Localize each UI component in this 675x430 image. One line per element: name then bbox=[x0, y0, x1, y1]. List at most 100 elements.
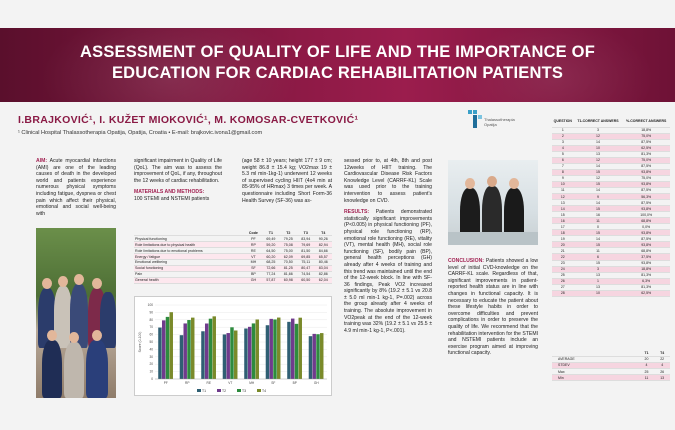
x-tick-label: GH bbox=[314, 381, 319, 385]
bar bbox=[287, 321, 291, 379]
table-cell: 87,5% bbox=[622, 187, 670, 195]
bar bbox=[269, 318, 273, 379]
x-tick-label: VT bbox=[228, 381, 232, 385]
bar bbox=[212, 316, 216, 379]
table-cell: 4 bbox=[552, 145, 574, 152]
table-cell: 4 bbox=[654, 362, 670, 370]
table-row: 8 15 93,8% bbox=[552, 169, 670, 176]
bar bbox=[191, 317, 195, 379]
x-tick-label: SF bbox=[271, 381, 275, 385]
bar bbox=[320, 333, 324, 379]
table-cell: 77,24 bbox=[262, 271, 280, 278]
table-row: 12 9 56,3% bbox=[552, 193, 670, 201]
table-cell: 68,8% bbox=[622, 217, 670, 225]
legend-swatch bbox=[257, 389, 261, 392]
table-row: Pain BP 77,24 81,66 74,54 82,86 bbox=[134, 271, 332, 278]
table-cell: 56,3% bbox=[622, 193, 670, 201]
table-cell: 87,5% bbox=[622, 199, 670, 207]
table-cell: RE bbox=[244, 247, 263, 255]
table-cell: 81,3% bbox=[622, 151, 670, 158]
table-cell: SF bbox=[244, 265, 263, 272]
table-cell: 23 bbox=[552, 260, 574, 267]
y-tick-label: 60 bbox=[149, 333, 153, 337]
table-cell: 93,8% bbox=[622, 229, 670, 237]
table-cell: RP bbox=[244, 241, 263, 249]
table-cell: 11 bbox=[573, 247, 623, 255]
table-cell: 100,0% bbox=[622, 211, 670, 219]
table-cell: 12 bbox=[573, 175, 623, 182]
table-cell: 60,20 bbox=[262, 253, 280, 260]
table-cell: Pain bbox=[134, 271, 245, 278]
table-cell: 15 bbox=[552, 211, 574, 219]
table-cell: 79,69 bbox=[297, 241, 315, 249]
y-tick-label: 50 bbox=[149, 340, 153, 344]
table-row: 2 12 75,0% bbox=[552, 133, 670, 140]
table-cell: 3 bbox=[552, 139, 574, 146]
table-row: 18 15 93,8% bbox=[552, 229, 670, 237]
table-cell: 7 bbox=[552, 163, 574, 170]
bar bbox=[294, 323, 299, 379]
table-cell: 75,0% bbox=[622, 157, 670, 164]
table-row: 7 14 87,5% bbox=[552, 163, 670, 170]
legend-swatch bbox=[217, 389, 221, 392]
y-axis-label: Score (0-100) bbox=[138, 332, 142, 353]
aim-body: Acute myocardial infarctions (AMI) are o… bbox=[36, 158, 117, 217]
table-cell: 75,00 bbox=[279, 247, 298, 255]
table-cell: BP bbox=[244, 271, 263, 278]
table-cell: 10 bbox=[573, 290, 623, 297]
table-cell: 69,49 bbox=[262, 235, 280, 243]
table-cell: 68,8% bbox=[622, 247, 670, 255]
table-cell: 13 bbox=[552, 199, 574, 207]
table-cell: 5 bbox=[552, 151, 574, 158]
table-cell: Social functioning bbox=[134, 265, 245, 272]
title-line-1: ASSESSMENT OF QUALITY OF LIFE AND THE IM… bbox=[80, 43, 595, 61]
table-cell: 14 bbox=[573, 139, 623, 146]
table-cell: 82,94 bbox=[314, 241, 332, 249]
table-cell: 62,5% bbox=[622, 290, 670, 297]
table-cell: 15 bbox=[573, 181, 623, 188]
logo-text: Thalassotherapia Opatija bbox=[484, 117, 515, 127]
table-row: Energy / fatigue VT 60,20 62,09 69,85 65,57 bbox=[134, 253, 332, 260]
staff-photo bbox=[448, 160, 538, 245]
sf36-bar-chart: 0 10 20 30 40 50 60 70 80 90 100 Score (0-100) PF RP R… bbox=[134, 296, 332, 396]
y-tick-label: 40 bbox=[149, 347, 153, 351]
table-cell: 81,50 bbox=[297, 247, 315, 255]
table-cell: 27 bbox=[552, 284, 574, 291]
table-cell: Role limitations due to physical health bbox=[134, 241, 245, 249]
table-row: 17 0 0,0% bbox=[552, 223, 670, 231]
table-cell: 37,5% bbox=[622, 253, 670, 261]
table-cell: 20 bbox=[552, 241, 574, 249]
table-cell: 65,57 bbox=[314, 253, 332, 260]
table-row: 9 12 75,0% bbox=[552, 175, 670, 182]
table-cell: 14 bbox=[573, 235, 623, 243]
table-cell: 6,3% bbox=[622, 278, 670, 285]
table-cell: 75,08 bbox=[279, 241, 298, 249]
legend-label: T3 bbox=[242, 389, 246, 393]
table-cell: 0 bbox=[573, 223, 623, 231]
x-tick-label: RE bbox=[207, 381, 211, 385]
table-cell: 72,66 bbox=[262, 265, 280, 272]
table-cell: Physical functioning bbox=[134, 235, 245, 243]
table-cell: 2 bbox=[552, 133, 574, 140]
table-cell: 15 bbox=[573, 229, 623, 237]
table-header-cell: T3 bbox=[297, 230, 315, 237]
title-banner: ASSESSMENT OF QUALITY OF LIFE AND THE IM… bbox=[0, 28, 675, 102]
table-cell: Max bbox=[552, 368, 639, 376]
table-row: 23 15 93,8% bbox=[552, 260, 670, 267]
table-cell: 17 bbox=[552, 223, 574, 231]
bar bbox=[208, 318, 213, 379]
table-row: Role limitations due to physical health R… bbox=[134, 241, 332, 249]
bar bbox=[204, 323, 209, 379]
table-header-cell: QUESTION bbox=[552, 118, 574, 128]
table-cell: 90,26 bbox=[314, 235, 332, 243]
bar bbox=[187, 320, 191, 379]
aim-continued: significant impairment in Quality of Lif… bbox=[134, 158, 222, 203]
table-row: 25 13 81,3% bbox=[552, 272, 670, 279]
table-cell: 15 bbox=[573, 241, 623, 249]
table-cell: 13 bbox=[654, 374, 670, 382]
table-row: 4 10 62,5% bbox=[552, 145, 670, 152]
table-row: 21 11 68,8% bbox=[552, 247, 670, 255]
table-cell: 81,3% bbox=[622, 284, 670, 291]
legend-label: T4 bbox=[262, 389, 266, 393]
table-cell: VT bbox=[244, 253, 263, 260]
